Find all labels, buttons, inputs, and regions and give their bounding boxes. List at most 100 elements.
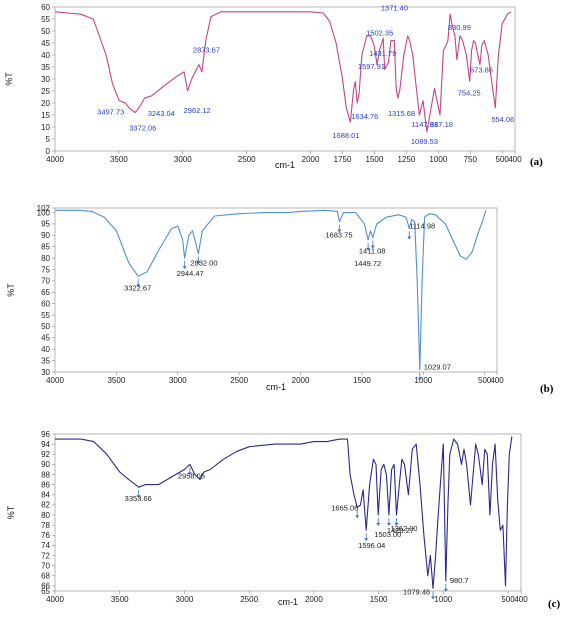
chart-panel-a: 0 5 10 15 20 25 30 35 40 45 50 55 60 4000 3500 3000 2500…: [4, 3, 543, 170]
y-tick-label: 102: [37, 204, 51, 213]
y-tick-label: 82: [41, 501, 50, 510]
x-tick-label: 2000: [302, 155, 320, 164]
x-tick-label: 1500: [353, 376, 371, 385]
peak-label: 1315.68: [388, 109, 415, 118]
y-tick-label: 70: [41, 277, 50, 286]
peak-label: 554.06: [491, 115, 514, 124]
x-tick-label: 2500: [238, 155, 256, 164]
peak-label: 1503.00: [374, 530, 401, 539]
x-tick-label: 4000: [46, 595, 64, 604]
x-tick-label: 3500: [111, 595, 129, 604]
peak-label: 1079.46: [403, 587, 430, 596]
x-axis-title: cm-1: [278, 597, 298, 607]
peak-label: 1665.06: [331, 503, 358, 512]
peak-label: 1597.91: [358, 62, 385, 71]
peak-arrowhead: [407, 236, 412, 240]
peak-label: 1362.00: [390, 524, 417, 533]
y-tick-label: 96: [41, 430, 50, 439]
y-tick-label: 100: [37, 208, 51, 217]
y-tick-label: 90: [41, 460, 50, 469]
peak-label: 987.18: [430, 120, 453, 129]
peak-arrowhead: [370, 245, 375, 249]
x-tick-label: 3000: [169, 376, 187, 385]
y-tick-label: 65: [41, 288, 50, 297]
peak-label: 3353.66: [125, 494, 152, 503]
peak-arrowhead: [366, 247, 371, 251]
plot-frame: [54, 433, 522, 592]
x-tick-label: 2000: [292, 376, 310, 385]
y-tick-label: 10: [41, 123, 50, 132]
plot-frame: [54, 6, 516, 152]
peak-arrowhead: [443, 588, 448, 592]
x-tick-label: 3000: [174, 155, 192, 164]
peak-label: 3322.67: [124, 283, 151, 292]
peak-arrowhead: [386, 523, 391, 527]
peak-arrowhead: [136, 284, 141, 288]
panel-label: (c): [548, 598, 561, 610]
peak-label: 1431.79: [369, 49, 396, 58]
x-tick-label: 1500: [370, 595, 388, 604]
x-axis-title: cm-1: [275, 160, 295, 170]
y-tick-label: 72: [41, 551, 50, 560]
y-tick-label: 94: [41, 440, 50, 449]
peak-arrowhead: [394, 523, 399, 527]
y-tick-label: 78: [41, 521, 50, 530]
peak-label: 1688.01: [332, 131, 359, 140]
peak-label: 1596.04: [358, 541, 385, 550]
y-tick-label: 55: [41, 311, 50, 320]
spectrum-line: [54, 11, 512, 133]
peak-label: 3372.06: [129, 124, 156, 133]
peak-label: 1449.72: [354, 259, 381, 268]
x-tick-label: 1000: [414, 376, 432, 385]
y-tick-label: 45: [41, 334, 50, 343]
peak-label: 1114.98: [409, 222, 435, 231]
y-axis-title: %T: [6, 505, 16, 519]
y-tick-label: 55: [41, 15, 50, 24]
x-tick-label: 400: [514, 595, 528, 604]
y-axis-title: %T: [6, 283, 16, 297]
peak-label: 1029.07: [424, 363, 451, 372]
y-tick-label: 76: [41, 531, 50, 540]
x-tick-label: 1000: [434, 595, 452, 604]
x-tick-label: 400: [490, 376, 504, 385]
spectrum-line: [55, 436, 513, 590]
y-tick-label: 50: [41, 322, 50, 331]
peak-arrowhead: [364, 538, 369, 542]
peak-label: 2962.12: [184, 106, 211, 115]
peak-label: 754.25: [458, 88, 481, 97]
peak-arrowhead: [431, 596, 436, 600]
peak-label: 3497.73: [97, 108, 124, 117]
y-tick-label: 75: [41, 265, 50, 274]
y-tick-label: 45: [41, 39, 50, 48]
peak-arrowhead: [376, 523, 381, 527]
x-tick-label: 2500: [240, 595, 258, 604]
peak-arrowhead: [187, 472, 192, 476]
x-axis-title: cm-1: [266, 382, 286, 392]
y-tick-label: 40: [41, 345, 50, 354]
y-tick-label: 30: [41, 368, 50, 377]
peak-label: 2832.00: [190, 259, 217, 268]
y-tick-label: 40: [41, 51, 50, 60]
x-tick-label: 400: [508, 155, 522, 164]
y-tick-label: 88: [41, 470, 50, 479]
peak-label: 1089.53: [411, 137, 438, 146]
peak-arrowhead: [182, 266, 187, 270]
y-tick-label: 85: [41, 243, 50, 252]
panel-label: (a): [530, 156, 543, 168]
spectrum-line: [55, 209, 487, 371]
panel-label: (b): [540, 383, 554, 395]
y-tick-label: 80: [41, 254, 50, 263]
y-axis-title: %T: [4, 72, 14, 86]
y-tick-label: 70: [41, 561, 50, 570]
y-tick-label: 84: [41, 491, 50, 500]
y-tick-label: 30: [41, 75, 50, 84]
y-tick-label: 20: [41, 99, 50, 108]
x-tick-label: 4000: [46, 155, 64, 164]
y-tick-label: 5: [46, 135, 51, 144]
x-tick-label: 2000: [305, 595, 323, 604]
peak-arrowhead: [196, 261, 201, 265]
peak-label: 1147.81: [411, 120, 438, 129]
peak-arrowhead: [136, 495, 141, 499]
